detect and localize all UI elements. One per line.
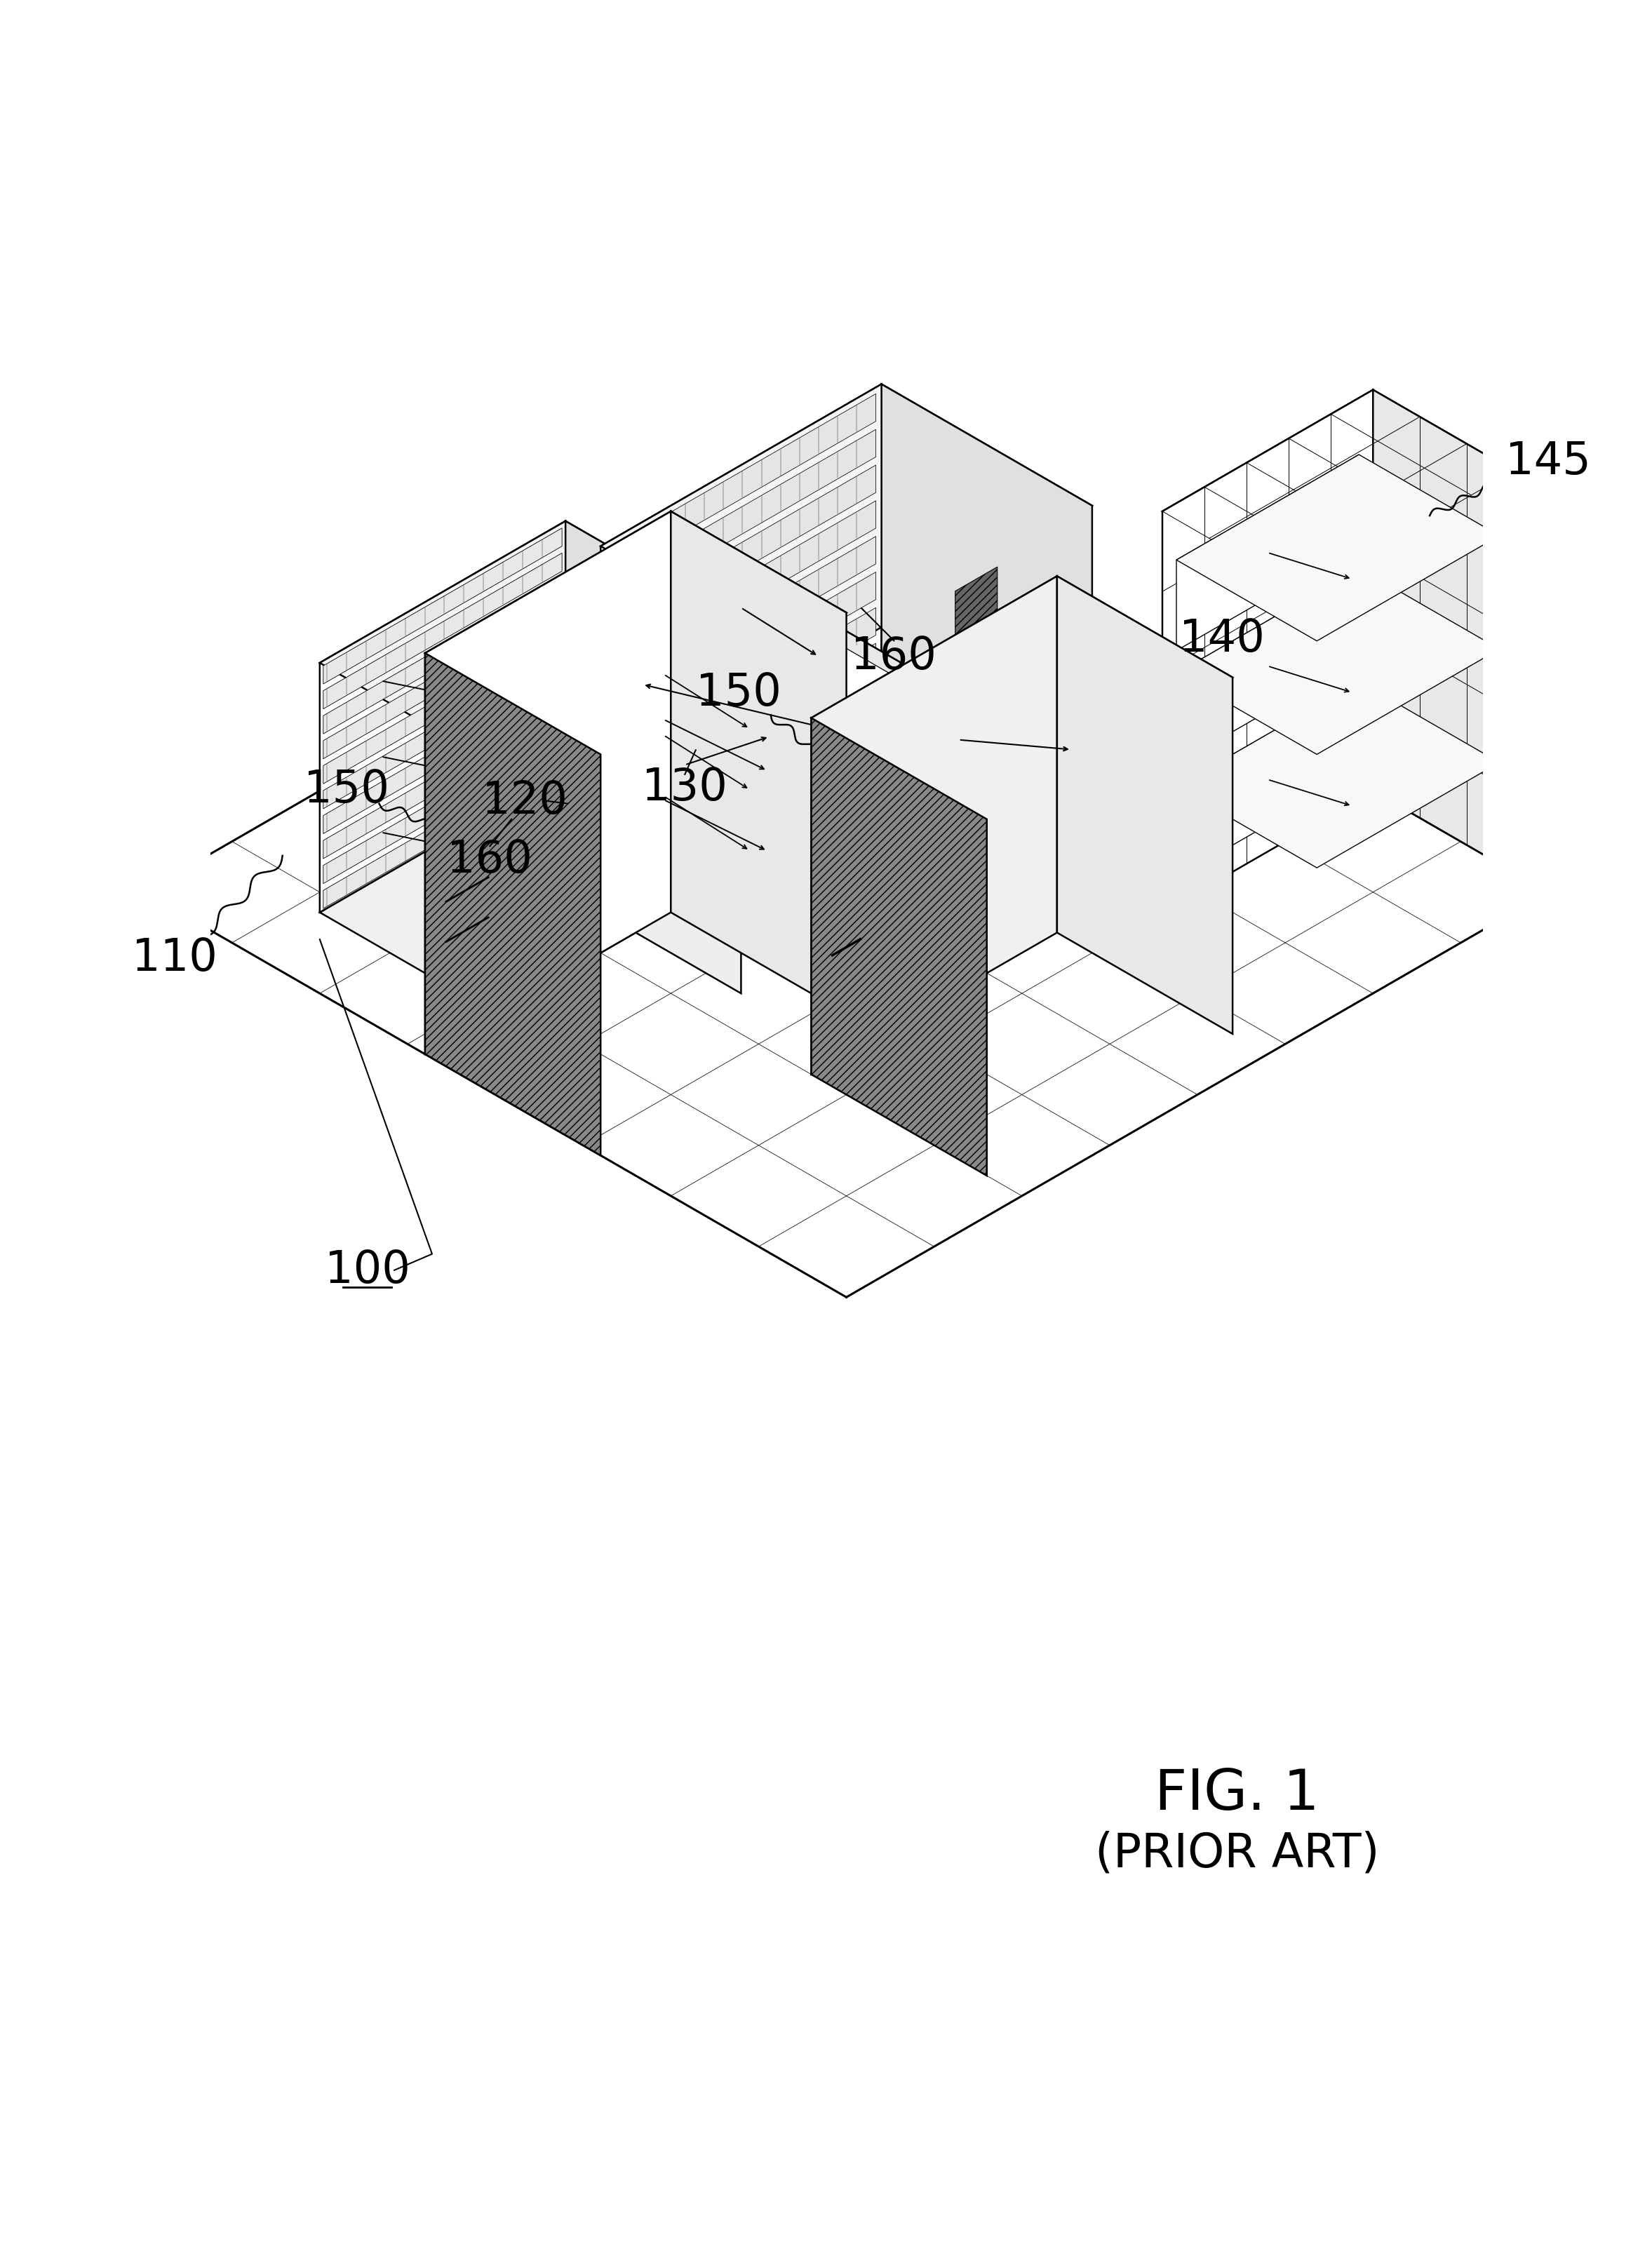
Polygon shape — [573, 657, 914, 854]
Text: FIG. 1: FIG. 1 — [1155, 1766, 1320, 1822]
Polygon shape — [324, 727, 562, 883]
Polygon shape — [882, 384, 1092, 790]
Polygon shape — [606, 607, 876, 790]
Polygon shape — [324, 702, 562, 858]
Text: 130: 130 — [643, 765, 727, 811]
Text: 145: 145 — [1505, 440, 1591, 483]
Polygon shape — [606, 501, 876, 684]
Text: 150: 150 — [695, 671, 781, 716]
Polygon shape — [144, 488, 1548, 1296]
Polygon shape — [324, 628, 562, 784]
Polygon shape — [601, 384, 1092, 668]
Polygon shape — [425, 653, 601, 1156]
Polygon shape — [606, 537, 876, 720]
Polygon shape — [573, 596, 914, 793]
Polygon shape — [573, 657, 755, 813]
Text: (PRIOR ART): (PRIOR ART) — [1095, 1831, 1379, 1876]
Polygon shape — [1051, 621, 1092, 704]
Polygon shape — [1373, 391, 1513, 872]
Polygon shape — [1176, 454, 1360, 650]
Polygon shape — [324, 677, 562, 833]
Polygon shape — [320, 770, 742, 1014]
Polygon shape — [1057, 576, 1232, 1034]
Polygon shape — [762, 583, 938, 881]
Text: 160: 160 — [448, 838, 532, 881]
Polygon shape — [697, 714, 735, 784]
Text: 110: 110 — [132, 937, 216, 980]
Polygon shape — [1163, 391, 1373, 912]
Polygon shape — [425, 510, 846, 754]
Polygon shape — [324, 553, 562, 709]
Polygon shape — [671, 510, 846, 1014]
Text: 140: 140 — [1180, 616, 1265, 662]
Text: 160: 160 — [851, 634, 937, 680]
Polygon shape — [324, 752, 562, 908]
Polygon shape — [573, 596, 755, 752]
Polygon shape — [811, 576, 1057, 1075]
Polygon shape — [573, 718, 755, 874]
Polygon shape — [1163, 391, 1513, 592]
Polygon shape — [606, 393, 876, 576]
Polygon shape — [565, 695, 742, 994]
Polygon shape — [565, 522, 742, 872]
Polygon shape — [606, 644, 876, 826]
Polygon shape — [324, 528, 562, 684]
Polygon shape — [324, 653, 562, 808]
Polygon shape — [606, 571, 876, 754]
Text: 100: 100 — [324, 1249, 410, 1292]
Polygon shape — [1176, 569, 1360, 763]
Polygon shape — [606, 465, 876, 648]
Polygon shape — [1176, 454, 1500, 641]
Polygon shape — [618, 668, 657, 738]
Polygon shape — [1176, 569, 1500, 754]
Polygon shape — [606, 429, 876, 612]
Polygon shape — [324, 603, 562, 759]
Text: 120: 120 — [482, 779, 567, 822]
Polygon shape — [565, 583, 762, 892]
Polygon shape — [955, 567, 998, 648]
Polygon shape — [811, 718, 986, 1176]
Polygon shape — [324, 578, 562, 734]
Polygon shape — [811, 576, 1232, 820]
Text: 150: 150 — [304, 768, 390, 813]
Polygon shape — [320, 522, 742, 763]
Polygon shape — [601, 384, 882, 831]
Polygon shape — [573, 718, 914, 914]
Polygon shape — [1176, 682, 1500, 867]
Polygon shape — [565, 583, 938, 797]
Polygon shape — [320, 522, 565, 912]
Polygon shape — [1176, 682, 1360, 878]
Polygon shape — [425, 510, 671, 1054]
